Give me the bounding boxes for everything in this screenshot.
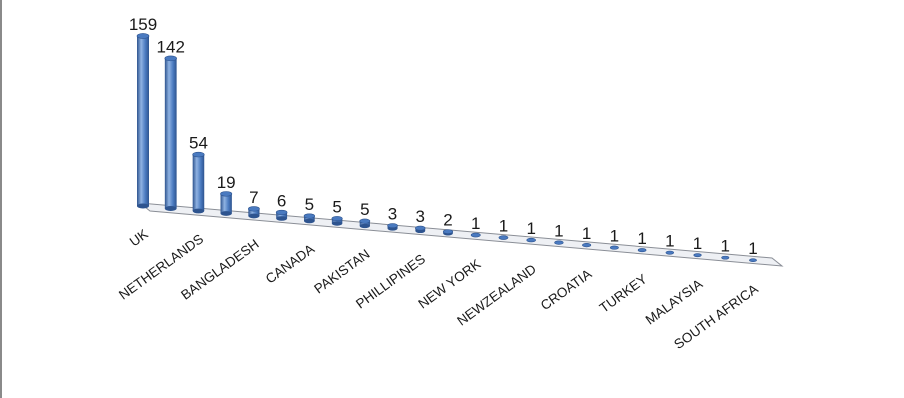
value-label: 1 xyxy=(665,232,674,251)
bar xyxy=(164,55,177,211)
value-label: 2 xyxy=(443,211,452,230)
bar xyxy=(442,229,454,236)
chart-floor xyxy=(138,202,784,267)
value-label: 1 xyxy=(693,234,702,253)
value-label: 142 xyxy=(157,37,185,56)
value-label: 1 xyxy=(526,219,535,238)
bar xyxy=(721,255,730,260)
bars-group xyxy=(136,33,757,263)
bar xyxy=(331,216,343,226)
category-label: UK xyxy=(127,226,151,249)
bar xyxy=(637,248,647,253)
value-label: 7 xyxy=(249,188,258,207)
value-label: 159 xyxy=(129,15,157,34)
value-label: 1 xyxy=(610,227,619,246)
value-label: 1 xyxy=(721,237,730,256)
value-label: 1 xyxy=(499,217,508,236)
bar xyxy=(609,245,619,250)
value-label: 5 xyxy=(305,195,314,214)
value-label: 3 xyxy=(388,205,397,224)
bar xyxy=(526,237,536,243)
bar xyxy=(749,258,757,263)
value-label: 3 xyxy=(416,207,425,226)
value-label: 54 xyxy=(189,134,208,153)
category-label: CROATIA xyxy=(538,266,595,313)
bar xyxy=(665,250,675,255)
value-label: 1 xyxy=(748,239,757,258)
bar xyxy=(303,213,316,224)
bar xyxy=(693,253,702,258)
bar xyxy=(248,206,260,219)
bar xyxy=(136,33,150,209)
bar xyxy=(470,232,481,238)
value-label: 5 xyxy=(360,200,369,219)
value-label: 19 xyxy=(217,173,236,192)
bar xyxy=(220,191,233,216)
bar xyxy=(554,240,564,245)
bar xyxy=(582,243,592,248)
bar xyxy=(192,151,205,214)
bar xyxy=(415,225,426,234)
category-label: CANADA xyxy=(263,241,317,286)
value-label: 1 xyxy=(582,224,591,243)
value-label: 6 xyxy=(277,191,286,210)
bar xyxy=(275,209,288,221)
value-label: 1 xyxy=(637,229,646,248)
bar xyxy=(359,218,371,229)
value-label: 1 xyxy=(471,214,480,233)
category-label: TURKEY xyxy=(597,271,650,315)
category-label: PAKISTAN xyxy=(311,246,372,296)
category-label: MALAYSIA xyxy=(643,276,706,327)
value-label: 5 xyxy=(332,198,341,217)
bar xyxy=(387,223,398,231)
bar xyxy=(498,235,509,240)
value-label: 1 xyxy=(554,222,563,241)
